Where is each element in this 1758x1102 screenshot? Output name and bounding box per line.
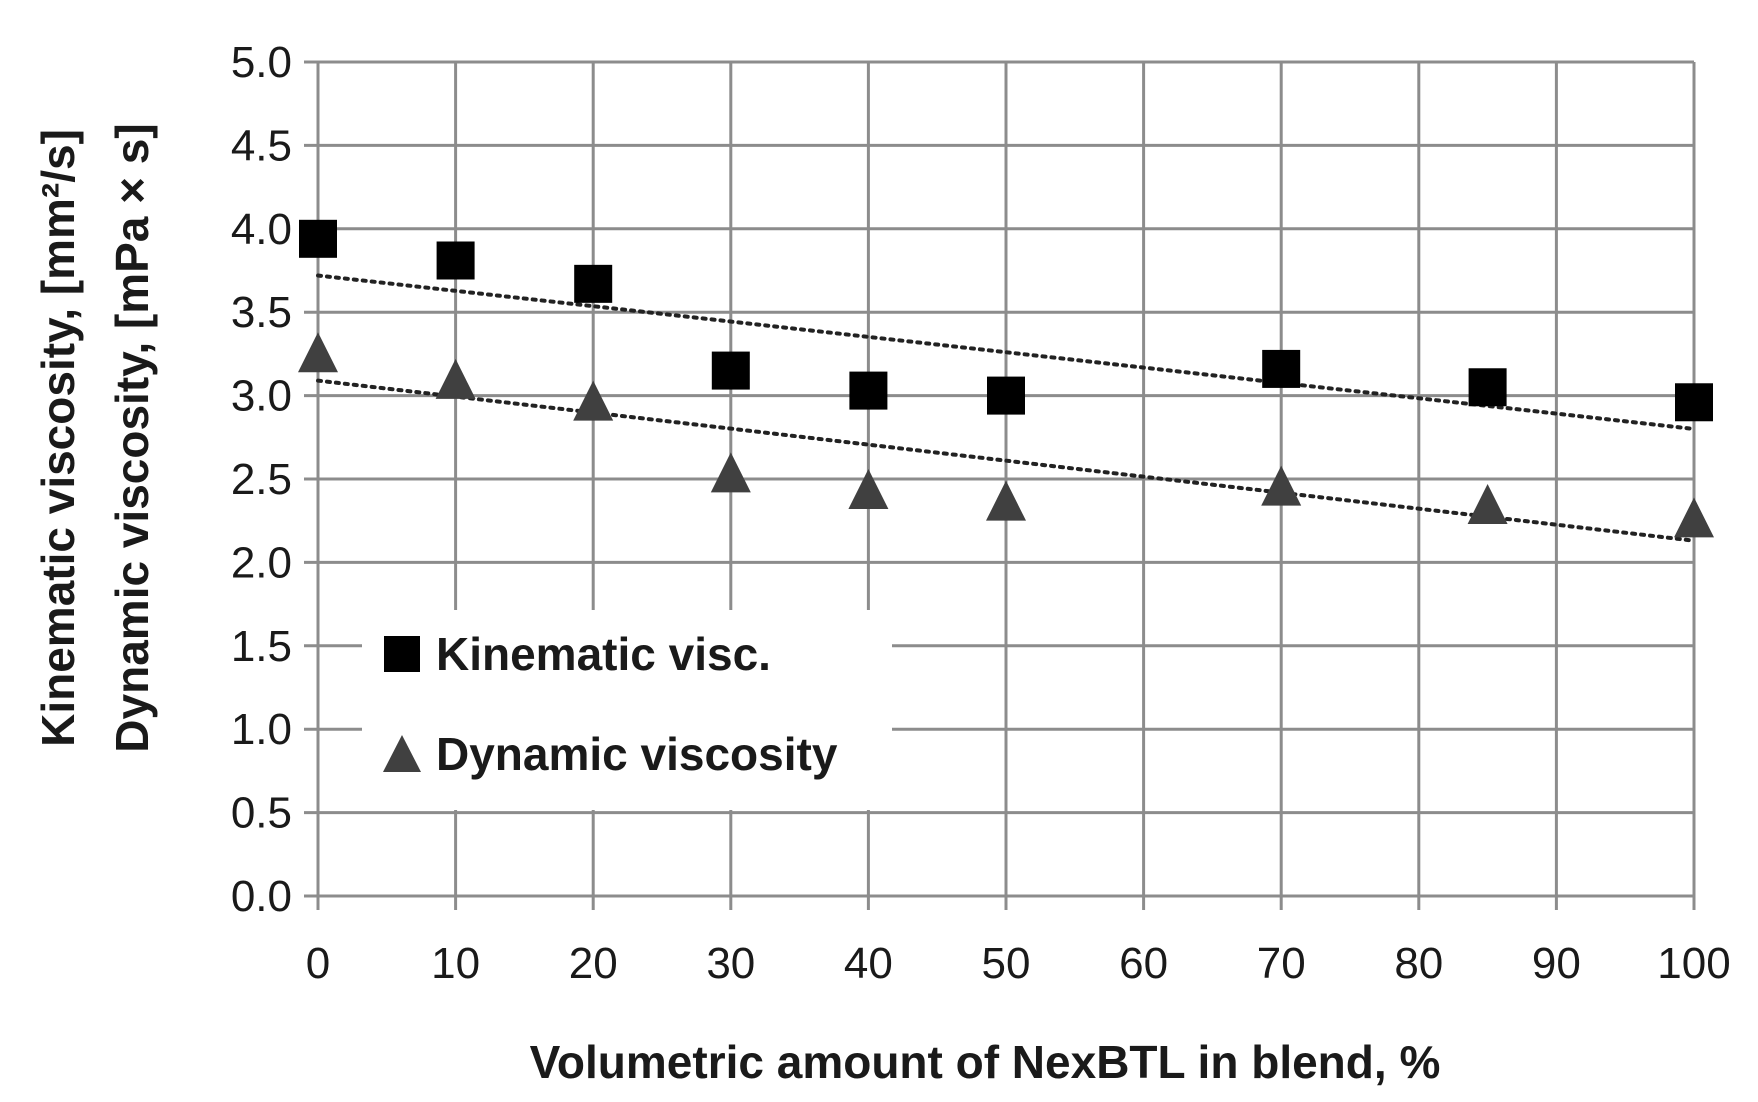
kinematic-point <box>711 351 750 390</box>
dynamic-trendline <box>316 378 1696 543</box>
legend-triangle-marker <box>383 735 421 772</box>
y-tick-label: 4.0 <box>231 205 292 254</box>
kinematic-point <box>1675 383 1713 422</box>
legend: Kinematic visc. Dynamic viscosity <box>362 610 892 810</box>
x-tick-label: 80 <box>1394 939 1443 988</box>
kinematic-trendline <box>316 273 1696 431</box>
x-tick-label: 70 <box>1257 939 1306 988</box>
x-tick-label: 0 <box>306 939 330 988</box>
x-tick-label: 40 <box>844 939 893 988</box>
y-tick-label: 2.0 <box>231 538 292 587</box>
kinematic-point <box>1262 349 1301 388</box>
dynamic-point <box>1467 484 1508 525</box>
y-tick-label: 1.5 <box>231 622 292 671</box>
kinematic-point <box>1468 368 1507 407</box>
x-axis-title: Volumetric amount of NexBTL in blend, % <box>530 1036 1441 1088</box>
y-tick-label: 1.0 <box>231 705 292 754</box>
kinematic-point <box>987 376 1025 415</box>
x-tick-label: 50 <box>982 939 1031 988</box>
data-points <box>298 219 1714 538</box>
dynamic-point <box>435 358 476 399</box>
dynamic-point <box>710 452 751 493</box>
y-tick-label: 5.0 <box>231 38 292 87</box>
legend-kinematic: Kinematic visc. <box>436 628 771 680</box>
x-tick-label: 100 <box>1657 939 1730 988</box>
dynamic-point <box>573 380 614 421</box>
kinematic-point <box>436 241 475 280</box>
y-axis-title-kinematic: Kinematic viscosity, [mm²/s] <box>32 129 84 747</box>
kinematic-point <box>849 371 888 410</box>
tick-labels: 0.0 0.5 1.0 1.5 2.0 2.5 3.0 3.5 4.0 4.5 5.0 0 10 20 30… <box>231 38 1731 988</box>
kinematic-point <box>299 219 337 258</box>
dynamic-point <box>1261 465 1302 506</box>
x-tick-label: 20 <box>569 939 618 988</box>
legend-square-marker <box>384 636 420 672</box>
y-tick-label: 4.5 <box>231 121 292 170</box>
dynamic-point <box>848 469 889 510</box>
kinematic-point <box>574 264 613 303</box>
dynamic-point <box>986 480 1026 521</box>
x-tick-label: 60 <box>1119 939 1168 988</box>
x-tick-label: 90 <box>1532 939 1581 988</box>
legend-background <box>362 610 892 810</box>
x-tick-label: 30 <box>706 939 755 988</box>
dynamic-point <box>1674 497 1714 538</box>
legend-dynamic: Dynamic viscosity <box>436 728 838 780</box>
trendlines <box>316 273 1696 543</box>
y-tick-label: 0.0 <box>231 872 292 921</box>
y-tick-label: 3.5 <box>231 288 292 337</box>
y-tick-label: 3.0 <box>231 372 292 421</box>
dynamic-point <box>298 332 338 373</box>
x-tick-label: 10 <box>431 939 480 988</box>
y-tick-label: 2.5 <box>231 455 292 504</box>
y-axis-title-dynamic: Dynamic viscosity, [mPa × s] <box>106 123 158 752</box>
y-tick-label: 0.5 <box>231 789 292 838</box>
